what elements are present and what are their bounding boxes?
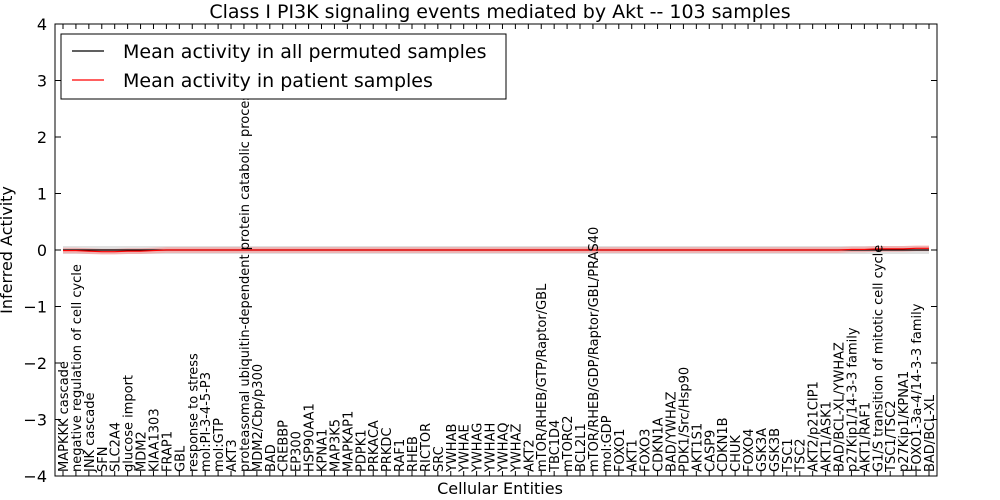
y-tick-label: −1 <box>23 298 47 317</box>
category-label: TBC1D4 <box>548 420 563 473</box>
category-label: YWHAE <box>458 424 473 473</box>
category-label: AKT3 <box>225 439 240 472</box>
category-label: mol:PI-3-4-5-P3 <box>199 372 214 472</box>
category-label: SRC <box>432 446 447 472</box>
category-label: BAD/BCL-XL/YWHAZ <box>833 342 848 472</box>
category-label: glucose import <box>122 375 137 472</box>
category-label: AKT1/RAF1 <box>858 402 873 472</box>
series-lines <box>63 247 929 253</box>
y-axis-label: Inferred Activity <box>0 186 16 314</box>
series-line-1 <box>63 247 929 253</box>
category-label: TSC1 <box>781 438 796 473</box>
x-axis <box>62 24 930 476</box>
y-tick-label: −3 <box>23 411 47 430</box>
y-tick-label: 1 <box>37 185 47 204</box>
category-label: AKT1S1 <box>690 423 705 472</box>
legend-label-patient: Mean activity in patient samples <box>123 70 433 92</box>
y-axis: 4 3 2 1 0 −1 −2 −3 −4 <box>23 15 937 486</box>
legend-label-permuted: Mean activity in all permuted samples <box>123 41 486 63</box>
category-label: PDK1/Src/Hsp90 <box>677 367 692 472</box>
category-label: p27Kip1/KPNA1 <box>897 371 912 472</box>
category-label: YWHAQ <box>496 423 511 473</box>
category-label: CREBBP <box>277 420 292 472</box>
category-label: mTOR/RHEB/GTP/Raptor/GBL <box>535 283 550 472</box>
category-label: PDPK1 <box>354 430 369 473</box>
category-label: SFN <box>96 447 111 472</box>
category-label: p27Kip1/14-3-3 family <box>845 327 860 472</box>
category-label: CHUK <box>729 435 744 472</box>
category-label: HSP90AA1 <box>303 403 318 472</box>
category-label: CDKN1B <box>716 417 731 472</box>
category-label: CDKN1A <box>652 417 667 472</box>
category-label: GBL <box>173 445 188 472</box>
y-tick-label: 0 <box>37 241 47 260</box>
category-label: mol:GDP <box>600 415 615 472</box>
y-tick-label: −2 <box>23 354 47 373</box>
category-label: YWHAH <box>484 423 499 473</box>
chart-title: Class I PI3K signaling events mediated b… <box>209 1 790 23</box>
category-label: CASP9 <box>703 430 718 472</box>
category-label: mol:GTP <box>212 418 227 472</box>
category-label: proteasomal ubiquitin-dependent protein … <box>238 87 253 472</box>
y-tick-label: 4 <box>37 15 47 34</box>
category-label: YWHAB <box>445 424 460 473</box>
y-tick-label: −4 <box>23 467 47 486</box>
x-axis-label: Cellular Entities <box>437 479 563 498</box>
category-label: YWHAZ <box>509 424 524 473</box>
legend: Mean activity in all permuted samples Me… <box>60 33 507 100</box>
category-label: FRAP1 <box>160 431 175 472</box>
category-label: negative regulation of cell cycle <box>70 264 85 472</box>
category-label: JNK cascade <box>83 393 98 473</box>
legend-box <box>60 33 507 100</box>
category-label: SLC2A4 <box>109 422 124 472</box>
y-tick-label: 3 <box>37 72 47 91</box>
category-label: GSK3B <box>768 428 783 472</box>
category-label: EP300 <box>290 431 305 472</box>
category-label: AKT1 <box>626 439 641 472</box>
category-label: MDM2/Cbp/p300 <box>251 364 266 472</box>
category-label: PRKDC <box>380 428 395 472</box>
category-label: AKT1/ASK1 <box>820 401 835 472</box>
category-label: FOXO3 <box>639 429 654 472</box>
category-label: RHEB <box>406 436 421 472</box>
category-label: BAD/YWHAZ <box>664 391 679 472</box>
category-label: FOXO4 <box>742 429 757 472</box>
category-label: KPNA1 <box>316 429 331 472</box>
category-label: response to stress <box>186 353 201 472</box>
category-label: MAPKKK cascade <box>57 361 72 472</box>
category-label: FOXO1 <box>613 429 628 472</box>
category-label: MAPKAP1 <box>341 411 356 472</box>
category-label: BAD <box>264 444 279 472</box>
category-label: MAP3K5 <box>328 419 343 472</box>
category-label: AKT2/p21CIP1 <box>807 381 822 472</box>
category-label: PRKACA <box>367 420 382 472</box>
category-label: FOXO1-3a-4/14-3-3 family <box>910 303 925 472</box>
category-label: YWHAG <box>471 423 486 473</box>
category-label: mTOR/RHEB/GDP/Raptor/GBL/PRAS40 <box>587 227 602 472</box>
category-label: KIAA1303 <box>147 408 162 472</box>
category-label: BCL2L1 <box>574 423 589 472</box>
category-label: TSC2 <box>794 438 809 473</box>
category-label: RAF1 <box>393 439 408 472</box>
category-label: AKT2 <box>522 439 537 472</box>
category-label: TSC1/TSC2 <box>884 401 899 473</box>
category-label: RICTOR <box>419 423 434 472</box>
y-tick-label: 2 <box>37 128 47 147</box>
category-label: GSK3A <box>755 428 770 472</box>
category-label: BAD/BCL-XL <box>923 394 938 472</box>
category-label: MDM2 <box>135 431 150 472</box>
category-label: mTORC2 <box>561 415 576 472</box>
category-label: G1/S transition of mitotic cell cycle <box>871 245 886 472</box>
